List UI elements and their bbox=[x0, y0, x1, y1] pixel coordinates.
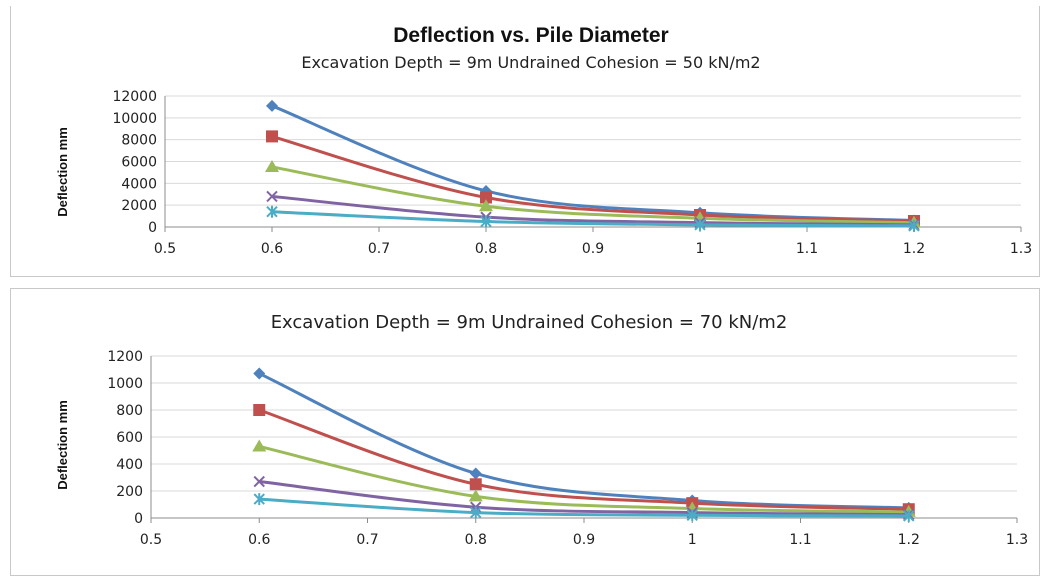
x-tick-label: 0.9 bbox=[582, 241, 604, 257]
series-line-2 bbox=[271, 134, 915, 223]
data-point bbox=[694, 218, 706, 231]
series-line-3 bbox=[258, 444, 909, 514]
y-tick-label: 400 bbox=[116, 457, 143, 473]
data-point bbox=[480, 191, 492, 204]
y-tick-label: 10000 bbox=[112, 111, 157, 127]
y-tick-label: 6000 bbox=[121, 155, 157, 171]
y-axis-label: Deflection mm bbox=[55, 400, 70, 490]
x-tick-label: 1 bbox=[688, 532, 697, 548]
y-tick-label: 600 bbox=[116, 430, 143, 446]
x-tick-label: 0.5 bbox=[140, 532, 162, 548]
y-tick-label: 0 bbox=[148, 220, 157, 236]
series-line-3 bbox=[271, 165, 915, 225]
x-tick-label: 0.6 bbox=[248, 532, 270, 548]
data-point bbox=[903, 509, 915, 522]
data-point bbox=[908, 219, 920, 232]
y-tick-label: 1000 bbox=[107, 376, 143, 392]
data-point bbox=[686, 509, 698, 522]
series-line-1 bbox=[258, 372, 909, 510]
data-point bbox=[469, 478, 482, 491]
y-tick-label: 800 bbox=[116, 403, 143, 419]
data-point bbox=[479, 199, 493, 212]
chart-title: Deflection vs. Pile Diameter bbox=[393, 24, 668, 47]
x-tick-label: 1.2 bbox=[903, 241, 925, 257]
y-axis-label: Deflection mm bbox=[55, 127, 70, 217]
y-tick-label: 8000 bbox=[121, 133, 157, 149]
series-line-4 bbox=[259, 480, 909, 517]
data-point bbox=[480, 215, 492, 228]
y-tick-label: 12000 bbox=[112, 89, 157, 105]
x-tick-label: 0.7 bbox=[368, 241, 390, 257]
x-tick-label: 0.8 bbox=[475, 241, 497, 257]
data-point bbox=[253, 404, 266, 416]
data-point bbox=[252, 439, 267, 452]
data-point bbox=[253, 367, 266, 380]
y-tick-label: 200 bbox=[116, 484, 143, 500]
data-point bbox=[266, 205, 278, 218]
series-line-5 bbox=[259, 497, 909, 518]
data-point bbox=[266, 190, 278, 203]
chart-top: Deflection vs. Pile Diameter Excavation … bbox=[55, 24, 1032, 257]
x-tick-label: 1.3 bbox=[1010, 241, 1032, 257]
y-tick-label: 1200 bbox=[107, 349, 143, 365]
x-tick-label: 1.1 bbox=[789, 532, 811, 548]
data-point bbox=[470, 506, 482, 519]
data-point bbox=[266, 99, 278, 112]
data-point bbox=[265, 159, 279, 172]
x-tick-label: 0.9 bbox=[573, 532, 595, 548]
chart-panel-top: Deflection vs. Pile Diameter Excavation … bbox=[10, 6, 1040, 277]
x-tick-label: 0.8 bbox=[465, 532, 487, 548]
series-line-2 bbox=[258, 408, 909, 511]
data-point bbox=[469, 467, 482, 480]
x-tick-label: 1.1 bbox=[796, 241, 818, 257]
chart-panel-bottom: Excavation Depth = 9m Undrained Cohesion… bbox=[10, 288, 1040, 576]
series-line-1 bbox=[271, 104, 915, 222]
chart-bottom: Excavation Depth = 9m Undrained Cohesion… bbox=[55, 312, 1028, 548]
data-point bbox=[468, 489, 483, 502]
y-tick-label: 2000 bbox=[121, 198, 157, 214]
x-tick-label: 0.5 bbox=[154, 241, 176, 257]
x-tick-label: 0.6 bbox=[261, 241, 283, 257]
data-point bbox=[253, 493, 265, 506]
data-point bbox=[266, 130, 278, 143]
data-point bbox=[253, 475, 265, 488]
x-tick-label: 1.2 bbox=[898, 532, 920, 548]
x-tick-label: 1 bbox=[696, 241, 705, 257]
x-tick-label: 1.3 bbox=[1006, 532, 1028, 548]
x-tick-label: 0.7 bbox=[356, 532, 378, 548]
y-tick-label: 0 bbox=[134, 511, 143, 527]
y-tick-label: 4000 bbox=[121, 176, 157, 192]
chart-title: Excavation Depth = 9m Undrained Cohesion… bbox=[271, 312, 788, 333]
chart-subtitle: Excavation Depth = 9m Undrained Cohesion… bbox=[301, 53, 760, 72]
series-line-5 bbox=[271, 210, 915, 228]
